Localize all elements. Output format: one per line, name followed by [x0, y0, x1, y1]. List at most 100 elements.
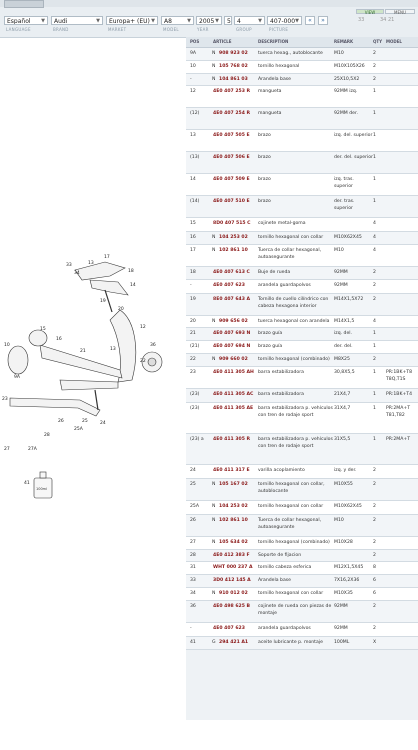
cell-article[interactable]: 104 253 02 [219, 235, 248, 240]
table-row[interactable]: - N 104 861 03 Arandela base 25X10,5X2 2 [186, 74, 418, 86]
cell-article[interactable]: 105 768 02 [219, 64, 248, 69]
table-row[interactable]: 17 N 102 861 10 Tuerca de collar hexagonal,… [186, 245, 418, 267]
cell-article[interactable]: 102 861 10 [219, 518, 248, 523]
table-row[interactable]: 20 N 909 656 02 tuerca hexagonal con arande… [186, 316, 418, 328]
cell-remark: izq. del. [334, 331, 353, 336]
table-row[interactable]: (12) 4E0 407 254 R mangueta 92MM der. 1 [186, 108, 418, 130]
cell-article[interactable]: 908 923 02 [219, 51, 248, 56]
table-row[interactable]: 23 4E0 411 305 AH barra estabilizadora 30,8… [186, 367, 418, 389]
cell-article[interactable]: 4E0 407 694 N [213, 344, 251, 349]
table-row[interactable]: 36 4E0 498 625 B cojinete de rueda con pie… [186, 601, 418, 623]
brand-select[interactable]: Audi ▼ [51, 16, 103, 25]
cell-article[interactable]: 4E0 407 623 [213, 626, 245, 631]
cell-article[interactable]: 104 253 02 [219, 504, 248, 509]
top-tab[interactable] [4, 0, 44, 8]
cell-article[interactable]: 910 012 02 [219, 591, 248, 596]
cell-article[interactable]: 4E0 407 510 E [213, 199, 250, 204]
cell-article[interactable]: 4E0 407 509 E [213, 177, 250, 182]
table-row[interactable]: 15 8D0 407 515 C cojinete metal-goma 4 [186, 218, 418, 232]
cell-article[interactable]: 102 861 10 [219, 248, 248, 253]
table-row[interactable]: 16 N 104 253 02 tornillo hexagonal con coll… [186, 232, 418, 245]
cell-pos: 21 [190, 331, 196, 336]
table-row[interactable]: (21) 4E0 407 694 N brazo guía der. del. 1 [186, 341, 418, 354]
cell-article[interactable]: 105 634 02 [219, 540, 248, 545]
menu-button[interactable]: MENU [385, 9, 415, 15]
table-row[interactable]: 27 N 105 634 02 tornillo hexagonal (combina… [186, 537, 418, 550]
table-row[interactable]: (13) 4E0 407 506 E brazo der. del. superior… [186, 152, 418, 174]
cell-description: Tuerca de collar hexagonal, autoaseguran… [258, 518, 322, 530]
table-row[interactable]: 22 N 909 660 02 tornillo hexagonal (combina… [186, 354, 418, 367]
table-row[interactable]: - 4E0 407 623 arandela guardapolvos 92MM 2 [186, 280, 418, 294]
cell-article[interactable]: 4E0 411 305 AC [213, 392, 254, 397]
table-row[interactable]: 19 8E0 407 643 A Tornillo de cuello cilínd… [186, 294, 418, 316]
table-row[interactable]: 9A N 908 923 02 tuerca hexag., autoblocante… [186, 48, 418, 61]
cell-article[interactable]: 4E0 407 613 C [213, 270, 250, 275]
group-select[interactable]: 5 [224, 16, 232, 25]
cell-article[interactable]: 4E0 411 305 R [213, 437, 251, 442]
table-row[interactable]: 26 N 102 861 10 Tuerca de collar hexagonal,… [186, 515, 418, 537]
view-button[interactable]: VIEW [356, 9, 384, 15]
cell-prefix: N [212, 77, 216, 82]
cell-article[interactable]: 4E0 498 625 B [213, 604, 251, 609]
table-row[interactable]: 21 4E0 407 693 N brazo guía izq. del. 1 [186, 328, 418, 341]
year-select[interactable]: 2005 ▼ [196, 16, 222, 25]
cell-pos: 13 [190, 133, 196, 138]
picture-select[interactable]: 407-000 ▼ [267, 16, 302, 25]
table-row[interactable]: 18 4E0 407 613 C Buje de rueda 92MM 2 [186, 267, 418, 280]
callout: 10 [4, 342, 10, 348]
cell-article[interactable]: 3D0 412 145 A [213, 578, 251, 583]
cell-article[interactable]: 105 167 02 [219, 482, 248, 487]
table-row[interactable]: 28 4E0 412 383 F Soporte de fijacion 2 [186, 550, 418, 562]
table-row[interactable]: 13 4E0 407 505 E brazo izq. del. superior 1 [186, 130, 418, 152]
subgroup-select[interactable]: 4 ▼ [234, 16, 265, 25]
table-row[interactable]: 10 N 105 768 02 tornillo hexagonal M10X105X2… [186, 61, 418, 74]
table-row[interactable]: (23) 4E0 411 305 AE barra estabilizadora p… [186, 403, 418, 434]
table-row[interactable]: 25 N 105 167 02 tornillo hexagonal con coll… [186, 479, 418, 501]
first-page-icon[interactable]: « [305, 16, 315, 25]
cell-pos: 27 [190, 540, 196, 545]
cell-article[interactable]: 909 660 02 [219, 357, 248, 362]
table-row[interactable]: 25A N 104 253 02 tornillo hexagonal con col… [186, 501, 418, 515]
cell-article[interactable]: 4E0 411 317 E [213, 468, 250, 473]
table-row[interactable]: 33 3D0 412 145 A Arandela base 7X16,2X36 6 [186, 575, 418, 588]
cell-prefix: N [212, 518, 216, 523]
cell-article[interactable]: 8E0 407 643 A [213, 297, 251, 302]
callout: 24 [100, 420, 106, 426]
cell-article[interactable]: 4E0 412 383 F [213, 553, 250, 558]
cell-article[interactable]: 4E0 407 693 N [213, 331, 251, 336]
table-row[interactable]: 34 N 910 012 02 tornillo hexagonal con coll… [186, 588, 418, 601]
cell-article[interactable]: 909 656 02 [219, 319, 248, 324]
table-row[interactable]: - 4E0 407 623 arandela guardapolvos 92MM 2 [186, 623, 418, 637]
table-row[interactable]: 14 4E0 407 509 E brazo izq. tras. superior 1 [186, 174, 418, 196]
table-row[interactable]: 41 G 294 421 A1 aceite lubricante p. montaj… [186, 637, 418, 650]
cell-remark: 92MM [334, 283, 348, 288]
brand-value: Audi [54, 18, 68, 25]
cell-description: brazo guía [258, 344, 283, 349]
cell-article[interactable]: 4E0 407 253 R [213, 89, 251, 94]
table-row[interactable]: (14) 4E0 407 510 E brazo der. tras. superio… [186, 196, 418, 218]
cell-qty: 1 [373, 437, 376, 442]
cell-article[interactable]: 4E0 407 254 R [213, 111, 251, 116]
table-row[interactable]: 12 4E0 407 253 R mangueta 92MM izq. 1 [186, 86, 418, 108]
cell-description: brazo [258, 177, 271, 182]
cell-article[interactable]: 4E0 407 505 E [213, 133, 250, 138]
model-select[interactable]: A8 ▼ [161, 16, 194, 25]
table-row[interactable]: 24 4E0 411 317 E varilla acoplamiento izq. … [186, 465, 418, 479]
table-row[interactable]: (23) 4E0 411 305 AC barra estabilizadora 21… [186, 389, 418, 403]
cell-article[interactable]: 4E0 411 305 AH [213, 370, 254, 375]
cell-article[interactable]: 104 861 03 [219, 77, 248, 82]
cell-article[interactable]: 294 421 A1 [219, 640, 249, 645]
table-row[interactable]: (23) a 4E0 411 305 R barra estabilizadora … [186, 434, 418, 465]
cell-article[interactable]: 4E0 411 305 AE [213, 406, 254, 411]
cell-pos: 15 [190, 221, 196, 226]
cell-article[interactable]: 4E0 407 506 E [213, 155, 250, 160]
cell-article[interactable]: 4E0 407 623 [213, 283, 245, 288]
prev-page-icon[interactable]: » [318, 16, 328, 25]
cell-article[interactable]: 8D0 407 515 C [213, 221, 251, 226]
cell-article[interactable]: WHT 000 237 A [213, 565, 253, 570]
market-select[interactable]: Europa+ (EU) ▼ [106, 16, 158, 25]
cell-description: tornillo hexagonal [258, 64, 300, 69]
cell-remark: M10 [334, 51, 344, 56]
language-select[interactable]: Español ▼ [4, 16, 48, 25]
table-row[interactable]: 31 WHT 000 237 A tornillo cabeza esferica M… [186, 562, 418, 575]
